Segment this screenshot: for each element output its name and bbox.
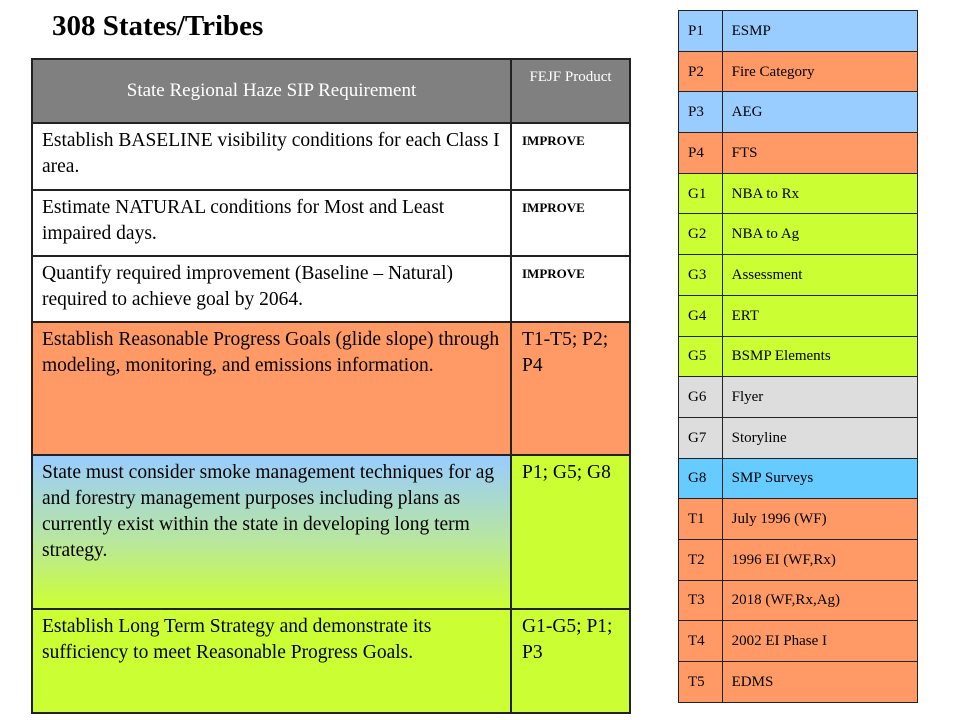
table-row: Establish Long Term Strategy and demonst… bbox=[31, 608, 631, 714]
legend-code: G4 bbox=[678, 294, 723, 337]
legend-row: G2 NBA to Ag bbox=[678, 213, 919, 256]
table-row: Quantify required improvement (Baseline … bbox=[31, 255, 631, 323]
legend-row: P4 FTS bbox=[678, 132, 919, 174]
legend-row: T4 2002 EI Phase I bbox=[678, 620, 919, 662]
legend-row: G8 SMP Surveys bbox=[678, 457, 919, 500]
legend-row: G5 BSMP Elements bbox=[678, 335, 919, 378]
legend-label: 2018 (WF,Rx,Ag) bbox=[721, 579, 919, 622]
legend-label: Fire Category bbox=[721, 50, 919, 93]
product-cell: P1; G5; G8 bbox=[510, 454, 631, 610]
legend-row: P2 Fire Category bbox=[678, 50, 919, 93]
legend-row: G3 Assessment bbox=[678, 254, 919, 296]
product-column-header: FEJF Product bbox=[510, 58, 631, 124]
legend-label: EDMS bbox=[721, 661, 919, 703]
product-cell: IMPROVE bbox=[510, 122, 631, 191]
table-header-row: State Regional Haze SIP Requirement FEJF… bbox=[31, 58, 631, 124]
legend-code: T3 bbox=[678, 579, 723, 622]
requirement-column-header: State Regional Haze SIP Requirement bbox=[31, 58, 512, 124]
legend-label: July 1996 (WF) bbox=[721, 498, 919, 540]
product-cell: G1-G5; P1; P3 bbox=[510, 608, 631, 714]
table-row: Establish BASELINE visibility conditions… bbox=[31, 122, 631, 191]
legend-row: T5 EDMS bbox=[678, 661, 919, 703]
legend-code: G5 bbox=[678, 335, 723, 378]
requirement-cell: Estimate NATURAL conditions for Most and… bbox=[31, 189, 512, 257]
legend-row: P1 ESMP bbox=[678, 10, 919, 52]
legend-label: FTS bbox=[721, 132, 919, 174]
legend-label: 2002 EI Phase I bbox=[721, 620, 919, 662]
legend-row: G4 ERT bbox=[678, 294, 919, 337]
product-cell: T1-T5; P2; P4 bbox=[510, 321, 631, 456]
legend-label: NBA to Ag bbox=[721, 213, 919, 256]
sip-requirements-table: State Regional Haze SIP Requirement FEJF… bbox=[31, 58, 631, 714]
legend-code: G1 bbox=[678, 172, 723, 215]
requirement-cell: State must consider smoke management tec… bbox=[31, 454, 512, 610]
legend-code: G8 bbox=[678, 457, 723, 500]
legend-code: P4 bbox=[678, 132, 723, 174]
legend-code: G2 bbox=[678, 213, 723, 256]
legend-code: T2 bbox=[678, 538, 723, 581]
legend-label: AEG bbox=[721, 91, 919, 134]
legend-label: SMP Surveys bbox=[721, 457, 919, 500]
legend-label: ESMP bbox=[721, 10, 919, 52]
product-cell: IMPROVE bbox=[510, 255, 631, 323]
legend-label: BSMP Elements bbox=[721, 335, 919, 378]
legend-code: G3 bbox=[678, 254, 723, 296]
legend-label: Assessment bbox=[721, 254, 919, 296]
legend-code: P1 bbox=[678, 10, 723, 52]
legend-code: T4 bbox=[678, 620, 723, 662]
legend-row: G1 NBA to Rx bbox=[678, 172, 919, 215]
legend-row: T3 2018 (WF,Rx,Ag) bbox=[678, 579, 919, 622]
legend-code: P2 bbox=[678, 50, 723, 93]
legend-code: P3 bbox=[678, 91, 723, 134]
requirement-cell: Establish BASELINE visibility conditions… bbox=[31, 122, 512, 191]
product-legend-table: P1 ESMP P2 Fire Category P3 AEG P4 FTS G1 NBA to … bbox=[678, 10, 919, 703]
legend-label: ERT bbox=[721, 294, 919, 337]
requirement-cell: Establish Reasonable Progress Goals (gli… bbox=[31, 321, 512, 456]
requirement-cell: Quantify required improvement (Baseline … bbox=[31, 255, 512, 323]
legend-row: G6 Flyer bbox=[678, 376, 919, 418]
legend-code: G6 bbox=[678, 376, 723, 418]
legend-row: T1 July 1996 (WF) bbox=[678, 498, 919, 540]
table-row: State must consider smoke management tec… bbox=[31, 454, 631, 610]
table-row: Establish Reasonable Progress Goals (gli… bbox=[31, 321, 631, 456]
legend-code: G7 bbox=[678, 416, 723, 459]
legend-row: G7 Storyline bbox=[678, 416, 919, 459]
legend-code: T5 bbox=[678, 661, 723, 703]
product-cell: IMPROVE bbox=[510, 189, 631, 257]
legend-label: Flyer bbox=[721, 376, 919, 418]
legend-row: T2 1996 EI (WF,Rx) bbox=[678, 538, 919, 581]
table-row: Estimate NATURAL conditions for Most and… bbox=[31, 189, 631, 257]
legend-row: P3 AEG bbox=[678, 91, 919, 134]
requirement-cell: Establish Long Term Strategy and demonst… bbox=[31, 608, 512, 714]
legend-label: Storyline bbox=[721, 416, 919, 459]
legend-code: T1 bbox=[678, 498, 723, 540]
legend-label: 1996 EI (WF,Rx) bbox=[721, 538, 919, 581]
page-title: 308 States/Tribes bbox=[52, 10, 264, 42]
legend-label: NBA to Rx bbox=[721, 172, 919, 215]
